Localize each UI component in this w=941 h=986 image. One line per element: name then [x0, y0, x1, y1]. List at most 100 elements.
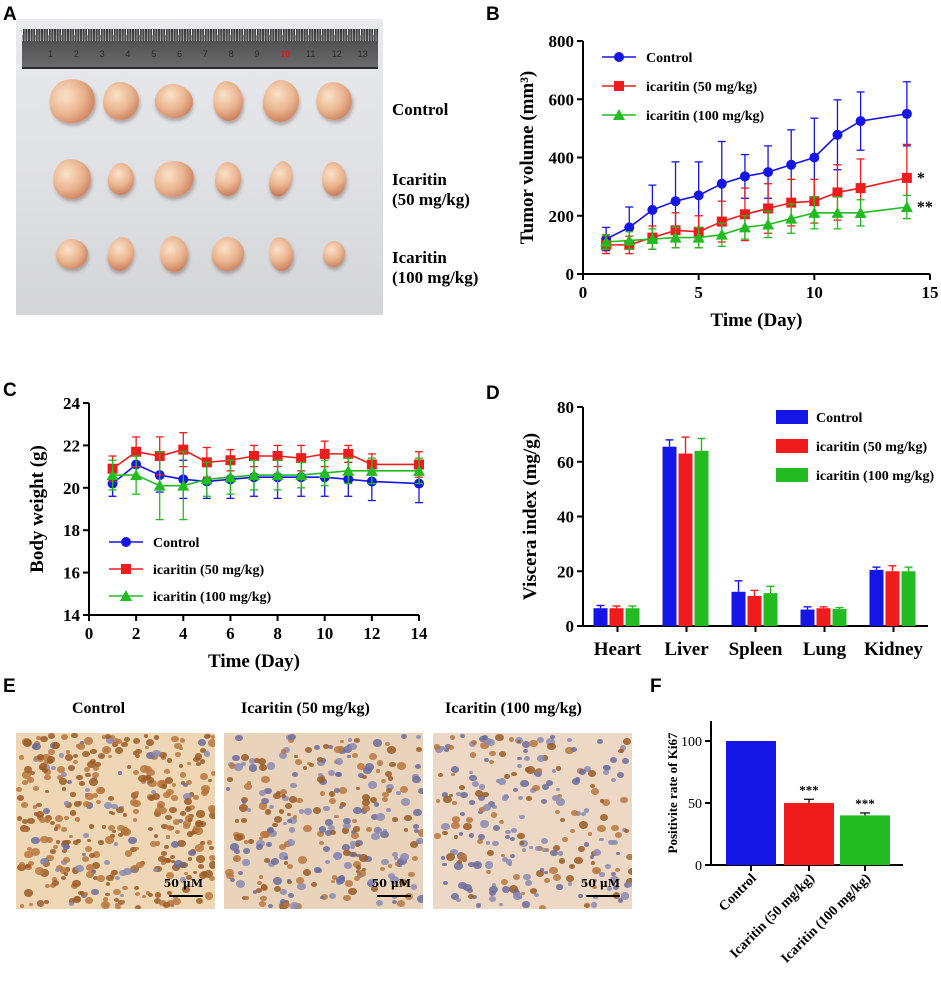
panel-letter-c: C [3, 380, 17, 401]
data-point [669, 231, 682, 243]
x-axis-label: Time (Day) [711, 310, 803, 331]
bar [901, 571, 916, 626]
series-line-1 [112, 448, 419, 470]
legend-marker [121, 564, 131, 574]
data-point [130, 469, 143, 481]
legend-marker [614, 81, 624, 91]
data-point [716, 216, 727, 227]
tumor-specimen [322, 240, 346, 268]
row-label-icaritin-100: Icaritin [392, 248, 447, 267]
data-point [646, 233, 659, 245]
data-point [832, 129, 843, 140]
data-point [249, 451, 259, 461]
data-point [601, 234, 612, 245]
significance-mark: *** [799, 782, 819, 797]
tumor-specimen [106, 161, 136, 197]
x-tick-label: 6 [226, 624, 235, 643]
data-point [670, 225, 681, 236]
series-line-0 [112, 463, 420, 485]
tumor-specimen [50, 156, 94, 202]
data-point [900, 201, 913, 213]
data-point [296, 453, 307, 464]
x-tick-label: Liver [664, 639, 709, 660]
data-point [224, 471, 237, 483]
data-point [786, 197, 797, 208]
ruler-number: 9 [254, 49, 260, 59]
y-tick-label: 24 [63, 394, 81, 413]
data-point [831, 206, 844, 218]
tumor-specimen [312, 79, 356, 123]
data-point [670, 196, 681, 207]
y-tick-label: 0 [695, 859, 702, 874]
bar [726, 741, 776, 865]
row-label-control: Control [392, 100, 449, 119]
data-point [225, 474, 236, 485]
legend-marker [120, 590, 132, 601]
bar [800, 609, 815, 626]
y-tick-label: 22 [63, 436, 80, 455]
tumor-specimen [102, 81, 140, 121]
tumor-specimen [152, 80, 196, 122]
data-point [693, 190, 704, 201]
data-point [414, 459, 424, 470]
data-point [272, 472, 283, 483]
row-label-icaritin-100-dose: (100 mg/kg) [392, 268, 479, 287]
legend-swatch [776, 439, 808, 453]
x-tick-label: 5 [694, 283, 703, 302]
scale-label: 50 μM [163, 877, 203, 890]
legend-label: icaritin (100 mg/kg) [646, 109, 765, 124]
bar [885, 571, 900, 626]
x-tick-label: Heart [594, 639, 642, 660]
y-tick-label: 0 [566, 265, 575, 284]
tumor-specimen [55, 238, 89, 270]
y-tick-label: 50 [688, 797, 702, 812]
data-point [762, 218, 775, 230]
tumor-specimen [209, 234, 247, 274]
data-point [715, 228, 728, 240]
data-point [785, 212, 798, 224]
bar [747, 595, 762, 626]
data-point [249, 472, 259, 483]
ihc-image-icaritin-100: 50 μM [433, 733, 632, 909]
data-point [366, 459, 377, 470]
bar [816, 608, 831, 626]
ruler-number: 2 [73, 49, 79, 59]
data-point [832, 187, 843, 198]
data-point [271, 469, 284, 481]
panel-letter-e: E [3, 676, 16, 697]
tumor-specimen [158, 234, 190, 274]
data-point [763, 203, 774, 214]
data-point [296, 472, 307, 483]
x-tick-label: Control [716, 871, 760, 915]
data-point [153, 479, 166, 491]
legend-swatch [776, 410, 808, 424]
y-tick-label: 600 [549, 90, 575, 109]
data-point [200, 473, 213, 485]
tumor-specimen [150, 157, 198, 201]
tumor-specimen [321, 161, 347, 197]
row-label-icaritin-50: Icaritin [392, 170, 447, 189]
ruler-number: 3 [99, 49, 105, 59]
data-point [272, 451, 283, 461]
series-line-0 [605, 113, 907, 240]
data-point [901, 108, 912, 119]
y-tick-label: 14 [63, 606, 81, 625]
x-tick-label: Lung [803, 639, 847, 660]
tumor-specimen [210, 79, 246, 123]
data-point [107, 478, 118, 489]
y-axis-label: Viscera index (mg/g) [520, 433, 541, 600]
y-axis-label: Positivite rate of Ki67 [665, 732, 680, 853]
y-tick-label: 800 [549, 32, 575, 51]
data-point [154, 470, 165, 481]
data-point [601, 239, 612, 250]
x-tick-label: 4 [179, 624, 188, 643]
x-tick-label: 8 [273, 624, 282, 643]
ruler-number: 13 [357, 49, 368, 59]
bar [840, 815, 890, 865]
row-label-icaritin-50-dose: (50 mg/kg) [392, 190, 470, 209]
ruler-number: 4 [125, 49, 131, 59]
legend-label: icaritin (50 mg/kg) [153, 563, 265, 578]
bar [694, 450, 709, 626]
data-point [739, 171, 750, 182]
tumor-photo: 1 2 3 4 5 6 7 8 9 10 11 12 13 [16, 19, 383, 315]
